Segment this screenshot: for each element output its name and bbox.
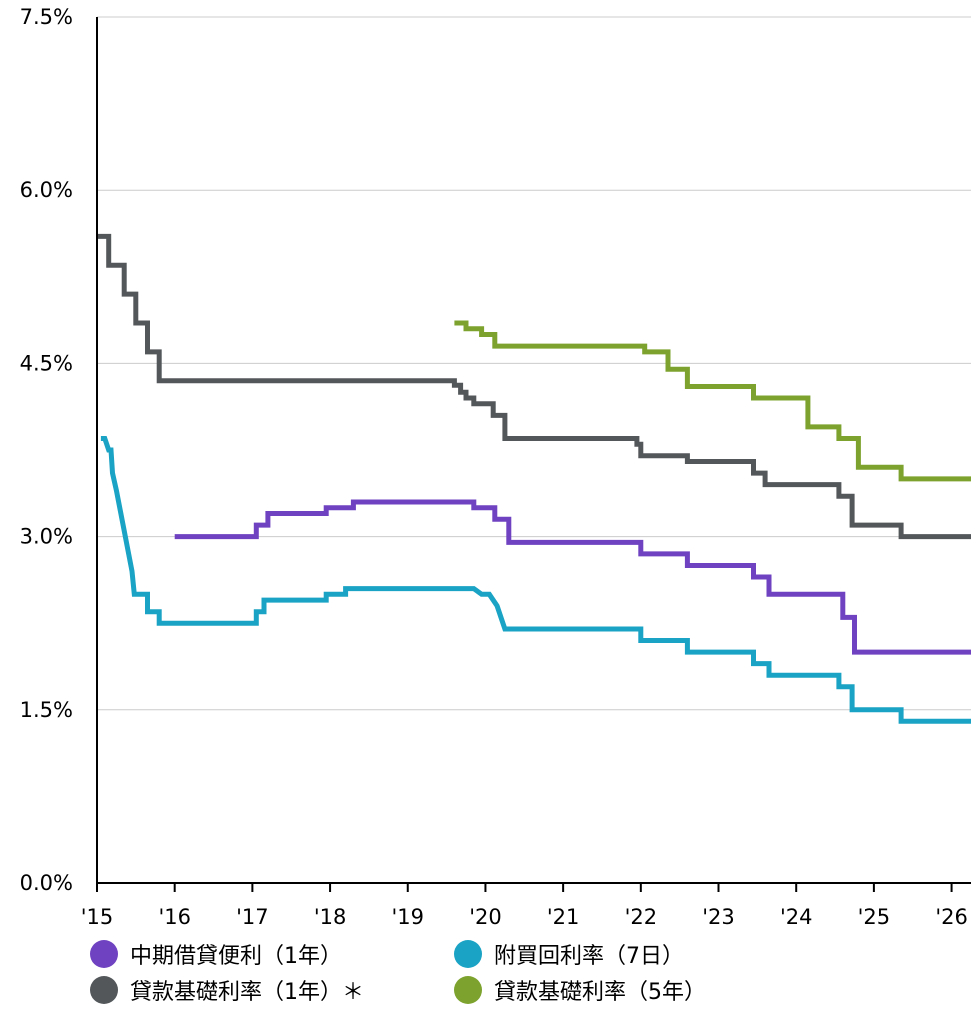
legend-swatch-icon (454, 976, 482, 1004)
gridlines (97, 16, 971, 711)
x-axis-ticks: '15 '16 '17 '18 '19 '20 '21 '22 '23 '24 '25 '26 (81, 883, 968, 929)
x-tick-label: '22 (625, 905, 658, 929)
legend-label: 貸款基礎利率（5年） (494, 980, 706, 1005)
x-tick-label: '25 (858, 905, 891, 929)
legend-swatch-icon (90, 940, 118, 968)
y-axis-ticks: 0.0% 1.5% 3.0% 4.5% 6.0% 7.5% (20, 5, 73, 895)
y-tick-label: 6.0% (20, 178, 73, 202)
y-tick-label: 3.0% (20, 525, 73, 549)
y-tick-label: 7.5% (20, 5, 73, 29)
x-tick-label: '18 (314, 905, 347, 929)
y-tick-label: 4.5% (20, 351, 73, 375)
legend-item-mlf-1y: 中期借貸便利（1年） (90, 938, 342, 970)
series-line-mlf-1y (174, 499, 971, 655)
x-tick-label: '20 (469, 905, 502, 929)
series-lines (97, 233, 971, 724)
legend-label: 附買回利率（7日） (494, 944, 684, 969)
x-tick-label: '26 (935, 905, 968, 929)
legend-item-repo-7d: 附買回利率（7日） (454, 938, 684, 970)
series-line-repo-7d (100, 436, 971, 724)
x-tick-label: '24 (780, 905, 813, 929)
x-tick-label: '19 (392, 905, 425, 929)
legend-label: 中期借貸便利（1年） (130, 944, 342, 969)
legend-item-lpr-5y: 貸款基礎利率（5年） (454, 974, 706, 1006)
legend-swatch-icon (454, 940, 482, 968)
legend-item-lpr-1y: 貸款基礎利率（1年）＊ (90, 974, 364, 1006)
x-tick-label: '23 (702, 905, 735, 929)
y-tick-label: 0.0% (20, 871, 73, 895)
legend-swatch-icon (90, 976, 118, 1004)
x-tick-label: '15 (81, 905, 114, 929)
series-line-lpr-5y (454, 320, 971, 482)
legend-label: 貸款基礎利率（1年）＊ (130, 980, 364, 1005)
axes (96, 17, 971, 884)
x-tick-label: '16 (158, 905, 191, 929)
series-line-lpr-1y (97, 233, 971, 540)
x-tick-label: '21 (547, 905, 580, 929)
x-tick-label: '17 (236, 905, 269, 929)
y-tick-label: 1.5% (20, 698, 73, 722)
line-chart: 0.0% 1.5% 3.0% 4.5% 6.0% 7.5% '15 '16 '17 '18 '19… (20, 5, 971, 929)
legend: 中期借貸便利（1年） 附買回利率（7日） 貸款基礎利率（1年）＊ 貸款基礎利率（… (90, 938, 971, 1009)
